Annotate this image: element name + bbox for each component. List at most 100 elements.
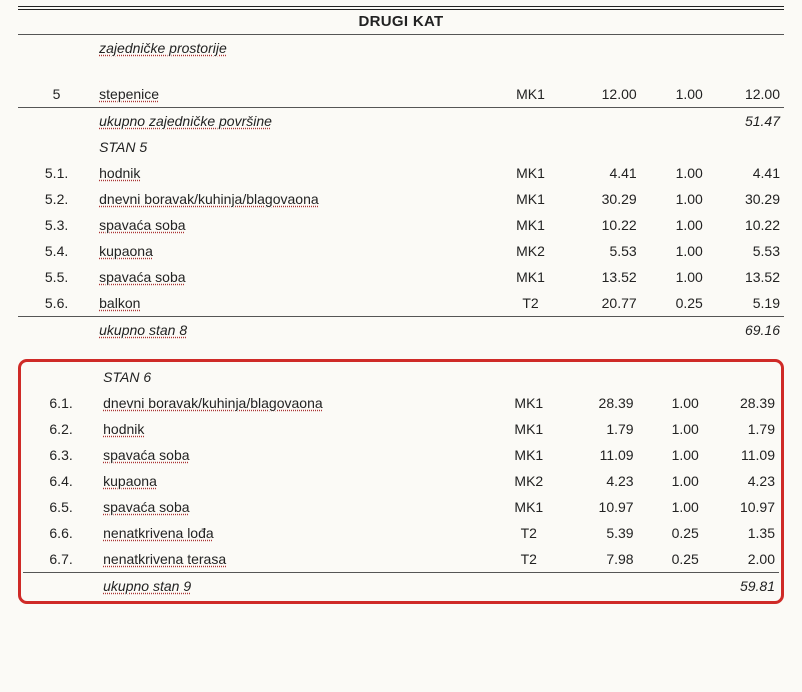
row-name: spavaća soba xyxy=(99,269,185,285)
row-v1: 10.97 xyxy=(561,494,637,520)
row-code: MK2 xyxy=(496,468,561,494)
subtotal-value: 51.47 xyxy=(707,108,784,135)
row-v2: 1.00 xyxy=(641,186,707,212)
row-v1: 4.41 xyxy=(564,160,641,186)
section-heading: zajedničke prostorije xyxy=(18,35,784,61)
row-v1: 11.09 xyxy=(561,442,637,468)
row-v3: 5.53 xyxy=(707,238,784,264)
table-row: 6.1. dnevni boravak/kuhinja/blagovaona M… xyxy=(23,390,779,416)
row-code: MK2 xyxy=(497,238,563,264)
row-v3: 1.79 xyxy=(703,416,779,442)
row-index: 5.2. xyxy=(18,186,95,212)
row-v1: 7.98 xyxy=(561,546,637,573)
row-code: MK1 xyxy=(496,416,561,442)
row-index: 5.5. xyxy=(18,264,95,290)
row-v1: 10.22 xyxy=(564,212,641,238)
table-row: 5.6. balkon T2 20.77 0.25 5.19 xyxy=(18,290,784,317)
row-v3: 5.19 xyxy=(707,290,784,317)
row-name: balkon xyxy=(99,295,140,311)
row-v2: 0.25 xyxy=(638,520,703,546)
row-v2: 1.00 xyxy=(638,468,703,494)
table-row: 6.3. spavaća soba MK1 11.09 1.00 11.09 xyxy=(23,442,779,468)
row-v3: 4.23 xyxy=(703,468,779,494)
row-v2: 1.00 xyxy=(641,264,707,290)
row-v1: 13.52 xyxy=(564,264,641,290)
row-v3: 28.39 xyxy=(703,390,779,416)
table-row: 5.1. hodnik MK1 4.41 1.00 4.41 xyxy=(18,160,784,186)
row-v1: 28.39 xyxy=(561,390,637,416)
row-v3: 2.00 xyxy=(703,546,779,573)
row-v1: 1.79 xyxy=(561,416,637,442)
section-table-0: zajedničke prostorije 5 stepenice MK1 12… xyxy=(18,35,784,134)
table-row: 6.7. nenatkrivena terasa T2 7.98 0.25 2.… xyxy=(23,546,779,573)
table-row: 5.2. dnevni boravak/kuhinja/blagovaona M… xyxy=(18,186,784,212)
table-row: 6.4. kupaona MK2 4.23 1.00 4.23 xyxy=(23,468,779,494)
row-v3: 13.52 xyxy=(707,264,784,290)
row-code: MK1 xyxy=(496,494,561,520)
row-v3: 10.22 xyxy=(707,212,784,238)
row-v2: 1.00 xyxy=(641,212,707,238)
section-table-1: STAN 5 5.1. hodnik MK1 4.41 1.00 4.41 5.… xyxy=(18,134,784,343)
row-v2: 1.00 xyxy=(641,81,707,108)
row-code: MK1 xyxy=(497,186,563,212)
row-name: spavaća soba xyxy=(103,447,189,463)
subtotal-label: ukupno zajedničke površine xyxy=(99,113,272,129)
table-row: 5.4. kupaona MK2 5.53 1.00 5.53 xyxy=(18,238,784,264)
row-v2: 1.00 xyxy=(641,238,707,264)
table-row: 5.5. spavaća soba MK1 13.52 1.00 13.52 xyxy=(18,264,784,290)
section-heading-text: STAN 6 xyxy=(103,369,151,385)
row-name: spavaća soba xyxy=(103,499,189,515)
row-code: MK1 xyxy=(497,212,563,238)
row-index: 5.4. xyxy=(18,238,95,264)
row-code: MK1 xyxy=(497,160,563,186)
row-code: MK1 xyxy=(496,390,561,416)
row-v3: 11.09 xyxy=(703,442,779,468)
row-index: 6.2. xyxy=(23,416,99,442)
row-v2: 1.00 xyxy=(638,442,703,468)
row-name: nenatkrivena terasa xyxy=(103,551,226,567)
row-v1: 30.29 xyxy=(564,186,641,212)
row-index: 6.1. xyxy=(23,390,99,416)
row-index: 5.1. xyxy=(18,160,95,186)
row-index: 6.7. xyxy=(23,546,99,573)
row-name: stepenice xyxy=(99,86,159,102)
row-v3: 10.97 xyxy=(703,494,779,520)
row-code: MK1 xyxy=(496,442,561,468)
row-index: 5.6. xyxy=(18,290,95,317)
table-row: 5 stepenice MK1 12.00 1.00 12.00 xyxy=(18,81,784,108)
table-row: 5.3. spavaća soba MK1 10.22 1.00 10.22 xyxy=(18,212,784,238)
subtotal-row: ukupno stan 8 69.16 xyxy=(18,317,784,344)
row-v1: 5.53 xyxy=(564,238,641,264)
row-v3: 1.35 xyxy=(703,520,779,546)
subtotal-row: ukupno stan 9 59.81 xyxy=(23,573,779,600)
row-v2: 1.00 xyxy=(638,416,703,442)
row-v3: 4.41 xyxy=(707,160,784,186)
row-index: 6.5. xyxy=(23,494,99,520)
subtotal-value: 69.16 xyxy=(707,317,784,344)
table-row: 6.6. nenatkrivena lođa T2 5.39 0.25 1.35 xyxy=(23,520,779,546)
row-name: nenatkrivena lođa xyxy=(103,525,214,541)
page-title: DRUGI KAT xyxy=(18,10,784,34)
table-row: 6.5. spavaća soba MK1 10.97 1.00 10.97 xyxy=(23,494,779,520)
row-index: 5.3. xyxy=(18,212,95,238)
document-page: { "title": "DRUGI KAT", "style": { "font… xyxy=(0,0,802,622)
row-index: 5 xyxy=(18,81,95,108)
row-v1: 20.77 xyxy=(564,290,641,317)
row-v3: 12.00 xyxy=(707,81,784,108)
row-index: 6.3. xyxy=(23,442,99,468)
row-code: T2 xyxy=(496,546,561,573)
row-name: kupaona xyxy=(99,243,153,259)
row-index: 6.4. xyxy=(23,468,99,494)
row-v2: 0.25 xyxy=(641,290,707,317)
row-index: 6.6. xyxy=(23,520,99,546)
row-v1: 5.39 xyxy=(561,520,637,546)
row-name: dnevni boravak/kuhinja/blagovaona xyxy=(103,395,323,411)
highlighted-section: STAN 6 6.1. dnevni boravak/kuhinja/blago… xyxy=(18,359,784,604)
row-v2: 0.25 xyxy=(638,546,703,573)
section-heading-text: zajedničke prostorije xyxy=(99,40,227,56)
row-code: T2 xyxy=(497,290,563,317)
row-name: kupaona xyxy=(103,473,157,489)
row-name: hodnik xyxy=(103,421,144,437)
row-code: MK1 xyxy=(497,81,563,108)
row-v1: 12.00 xyxy=(564,81,641,108)
